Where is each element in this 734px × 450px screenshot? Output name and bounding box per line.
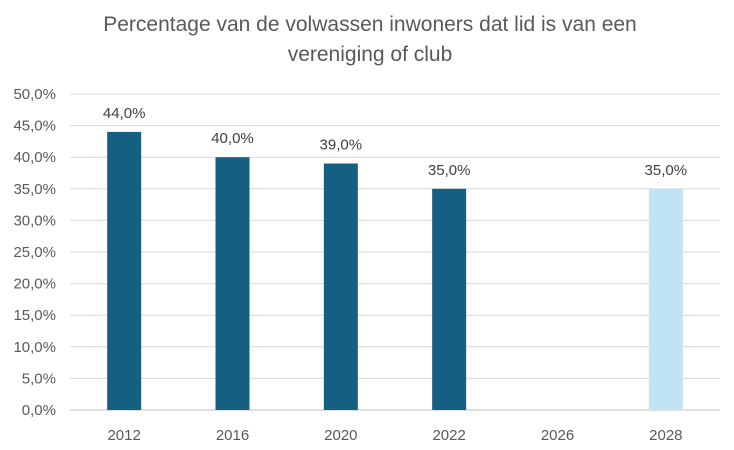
bar [215,157,250,410]
y-axis-ticks: 0,0% 5,0% 10,0% 15,0% 20,0% 25,0% 30,0% 35,0% 40… [13,86,56,419]
gridlines [70,93,720,411]
x-axis-ticks: 2012 2016 2020 2022 2026 2028 [107,427,682,444]
chart-title-line-1: Percentage van de volwassen inwoners dat… [103,13,637,36]
chart-title-line-2: vereniging of club [287,43,453,66]
y-tick-label: 25,0% [13,244,56,261]
data-label: 39,0% [320,137,363,154]
bar [323,163,358,410]
y-tick-label: 0,0% [22,402,56,419]
chart-title: Percentage van de volwassen inwoners dat… [60,10,680,70]
y-tick-label: 10,0% [13,339,56,356]
y-tick-label: 30,0% [13,212,56,229]
bar [648,188,683,410]
x-tick-label: 2022 [432,427,465,444]
y-tick-label: 20,0% [13,276,56,293]
y-tick-label: 5,0% [22,370,56,387]
x-tick-label: 2012 [107,427,140,444]
bars [107,131,683,411]
y-tick-label: 35,0% [13,181,56,198]
data-label: 35,0% [645,162,688,179]
y-tick-label: 45,0% [13,118,56,135]
data-label: 35,0% [428,162,471,179]
x-tick-label: 2026 [541,427,574,444]
y-tick-label: 15,0% [13,307,56,324]
y-tick-label: 40,0% [13,149,56,166]
x-tick-label: 2028 [649,427,682,444]
bar [432,188,467,410]
y-tick-label: 50,0% [13,86,56,103]
bar [107,131,142,411]
data-labels: 44,0% 40,0% 39,0% 35,0% 35,0% [103,105,687,179]
x-tick-label: 2020 [324,427,357,444]
data-label: 44,0% [103,105,146,122]
data-label: 40,0% [211,130,254,147]
x-tick-label: 2016 [216,427,249,444]
